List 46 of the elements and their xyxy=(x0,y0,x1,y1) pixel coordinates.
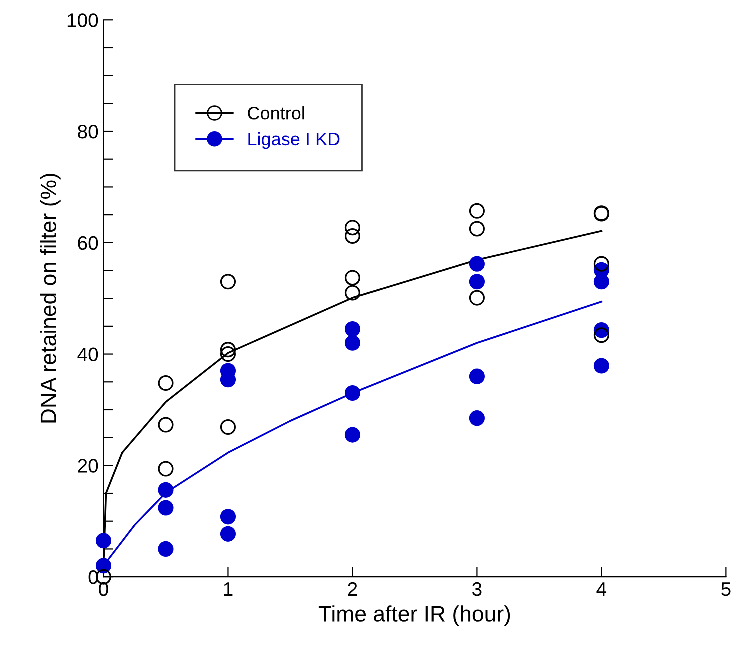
point xyxy=(594,274,610,290)
x-tick-label: 2 xyxy=(348,582,358,596)
point xyxy=(220,509,236,525)
x-tick-label: 4 xyxy=(596,582,607,596)
point xyxy=(220,274,236,290)
point xyxy=(158,417,174,433)
point xyxy=(344,335,360,351)
point xyxy=(158,461,174,477)
legend-label: Ligase I KD xyxy=(248,132,340,150)
x-tick-label: 3 xyxy=(472,582,482,596)
point xyxy=(220,346,236,362)
point xyxy=(344,285,360,301)
legend-label: Control xyxy=(248,106,304,120)
x-tick-label: 5 xyxy=(722,582,731,596)
point xyxy=(344,385,360,402)
point xyxy=(594,328,610,344)
point xyxy=(96,533,112,549)
y-tick-label: 60 xyxy=(78,236,98,250)
point xyxy=(158,541,174,557)
point xyxy=(469,290,485,306)
point xyxy=(344,427,360,443)
point xyxy=(344,228,360,244)
point xyxy=(220,526,236,542)
point xyxy=(469,221,485,237)
y-tick-label: 20 xyxy=(78,459,98,473)
point xyxy=(220,342,236,358)
y-tick-label: 100 xyxy=(68,14,98,28)
y-axis-title: DNA retained on filter (%) xyxy=(40,174,61,423)
point xyxy=(469,410,485,426)
point xyxy=(158,375,174,392)
point xyxy=(158,500,174,516)
point xyxy=(469,203,485,219)
y-tick-label: 40 xyxy=(78,348,98,362)
y-tick-label: 80 xyxy=(78,124,98,139)
point xyxy=(594,358,610,374)
point xyxy=(344,270,360,286)
point xyxy=(469,368,485,384)
point xyxy=(344,321,360,338)
point xyxy=(469,274,485,290)
point xyxy=(344,220,360,236)
point xyxy=(594,256,610,272)
x-axis-title: Time after IR (hour) xyxy=(318,606,510,626)
x-tick-label: 1 xyxy=(224,582,233,596)
point xyxy=(220,419,236,436)
point xyxy=(469,256,485,272)
point xyxy=(158,482,174,498)
